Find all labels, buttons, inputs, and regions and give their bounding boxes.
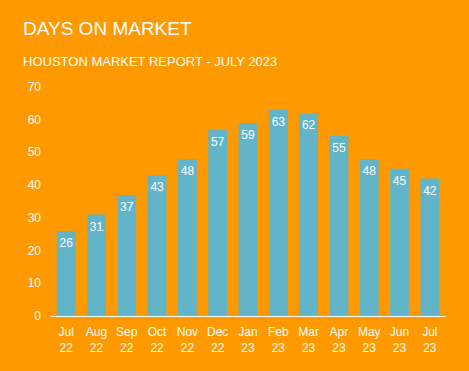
svg-text:Jul: Jul	[422, 325, 437, 339]
svg-text:62: 62	[302, 118, 316, 132]
svg-text:23: 23	[332, 341, 346, 355]
svg-text:22: 22	[59, 341, 73, 355]
svg-text:40: 40	[28, 178, 42, 192]
svg-text:43: 43	[150, 180, 164, 194]
svg-text:0: 0	[34, 309, 41, 323]
svg-text:26: 26	[59, 236, 73, 250]
svg-text:59: 59	[241, 128, 255, 142]
svg-text:42: 42	[423, 184, 437, 198]
svg-text:Mar: Mar	[298, 325, 319, 339]
svg-text:22: 22	[90, 341, 104, 355]
svg-text:45: 45	[393, 174, 407, 188]
svg-text:HOUSTON MARKET REPORT - JULY 2: HOUSTON MARKET REPORT - JULY 2023	[23, 54, 277, 69]
svg-text:30: 30	[28, 211, 42, 225]
svg-text:31: 31	[90, 220, 104, 234]
svg-text:22: 22	[150, 341, 164, 355]
svg-text:70: 70	[28, 80, 42, 94]
svg-text:Nov: Nov	[177, 325, 198, 339]
svg-text:37: 37	[120, 200, 134, 214]
svg-text:48: 48	[181, 164, 195, 178]
svg-text:22: 22	[181, 341, 195, 355]
svg-text:22: 22	[120, 341, 134, 355]
svg-text:23: 23	[363, 341, 377, 355]
svg-text:Oct: Oct	[148, 325, 167, 339]
svg-text:Feb: Feb	[268, 325, 289, 339]
svg-text:20: 20	[28, 244, 42, 258]
svg-text:50: 50	[28, 145, 42, 159]
svg-text:Apr: Apr	[330, 325, 349, 339]
svg-text:23: 23	[423, 341, 437, 355]
svg-text:48: 48	[363, 164, 377, 178]
svg-text:Sep: Sep	[116, 325, 138, 339]
svg-text:10: 10	[28, 276, 42, 290]
svg-text:23: 23	[302, 341, 316, 355]
svg-text:Jul: Jul	[58, 325, 73, 339]
svg-text:22: 22	[211, 341, 225, 355]
svg-text:55: 55	[332, 141, 346, 155]
svg-text:23: 23	[393, 341, 407, 355]
svg-text:Dec: Dec	[207, 325, 228, 339]
svg-text:23: 23	[241, 341, 255, 355]
svg-text:60: 60	[28, 113, 42, 127]
svg-text:May: May	[358, 325, 381, 339]
svg-text:57: 57	[211, 135, 225, 149]
svg-text:Aug: Aug	[86, 325, 107, 339]
svg-text:23: 23	[272, 341, 286, 355]
svg-text:63: 63	[272, 115, 286, 129]
svg-text:Jun: Jun	[390, 325, 409, 339]
svg-text:DAYS ON MARKET: DAYS ON MARKET	[23, 18, 192, 39]
svg-text:Jan: Jan	[238, 325, 257, 339]
